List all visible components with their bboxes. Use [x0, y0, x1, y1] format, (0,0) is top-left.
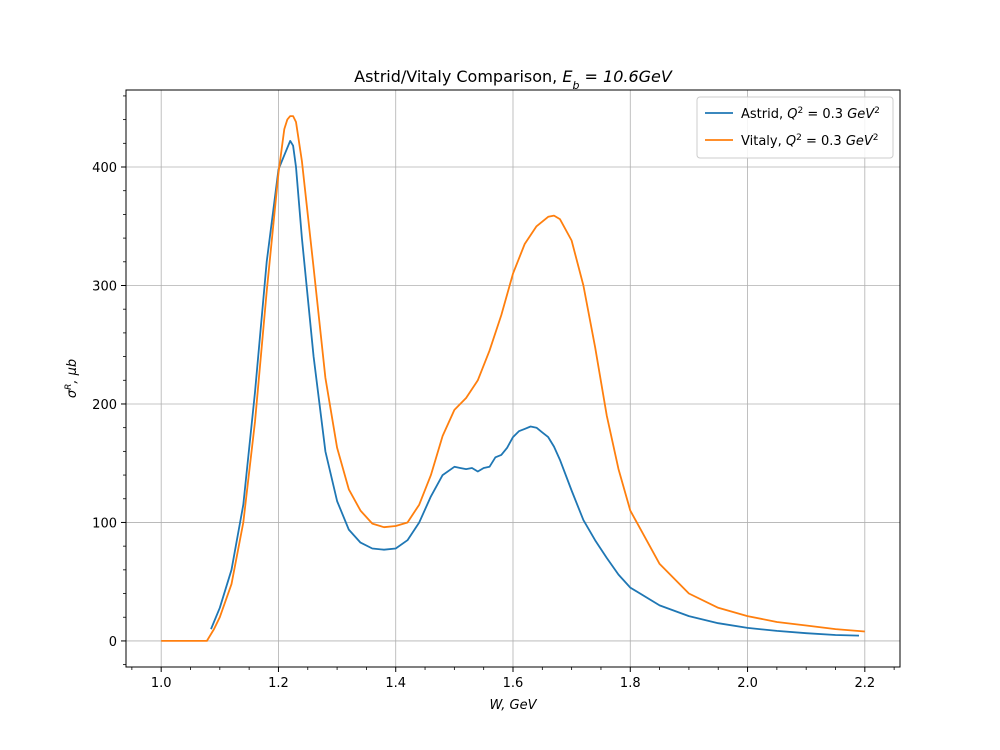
series-layer: [161, 115, 865, 642]
axis-ticks: 1.0 1.2 1.4 1.6 1.8 2.0 2.2 0 100 200 300 400: [92, 95, 895, 691]
chart-title: Astrid/Vitaly Comparison, Eb = 10.6GeV: [354, 67, 673, 92]
gridlines: [126, 90, 900, 667]
y-axis-label: σR, μb: [64, 359, 80, 398]
legend-entry-vitaly: Vitaly, Q2 = 0.3 GeV2: [741, 133, 879, 149]
x-tick-label: 1.6: [503, 676, 524, 691]
title-math-sub: b: [572, 79, 579, 92]
y-tick-label: 100: [92, 516, 117, 531]
y-tick-label: 300: [92, 279, 117, 294]
x-tick-label: 1.4: [385, 676, 406, 691]
y-tick-label: 400: [92, 161, 117, 176]
legend: Astrid, Q2 = 0.3 GeV2 Vitaly, Q2 = 0.3 Ge…: [696, 96, 894, 159]
y-label-rest: , μb: [65, 359, 80, 384]
x-axis-label: W, GeV: [489, 698, 537, 713]
legend-box: [696, 96, 894, 159]
title-math-rest: = 10.6GeV: [579, 67, 672, 86]
x-tick-label: 1.2: [268, 676, 289, 691]
x-tick-label: 1.8: [620, 676, 641, 691]
y-tick-label: 200: [92, 398, 117, 413]
title-prefix: Astrid/Vitaly Comparison,: [354, 67, 562, 86]
title-math: E: [562, 67, 573, 86]
y-tick-label: 0: [109, 635, 117, 650]
x-tick-label: 2.2: [854, 676, 875, 691]
y-label-symbol: σ: [65, 389, 80, 398]
series-line-astrid: [210, 139, 860, 637]
y-label-sup: R: [64, 384, 74, 390]
x-tick-label: 1.0: [151, 676, 172, 691]
legend-entry-astrid: Astrid, Q2 = 0.3 GeV2: [741, 106, 880, 122]
x-tick-label: 2.0: [737, 676, 758, 691]
series-line-vitaly: [161, 115, 865, 642]
